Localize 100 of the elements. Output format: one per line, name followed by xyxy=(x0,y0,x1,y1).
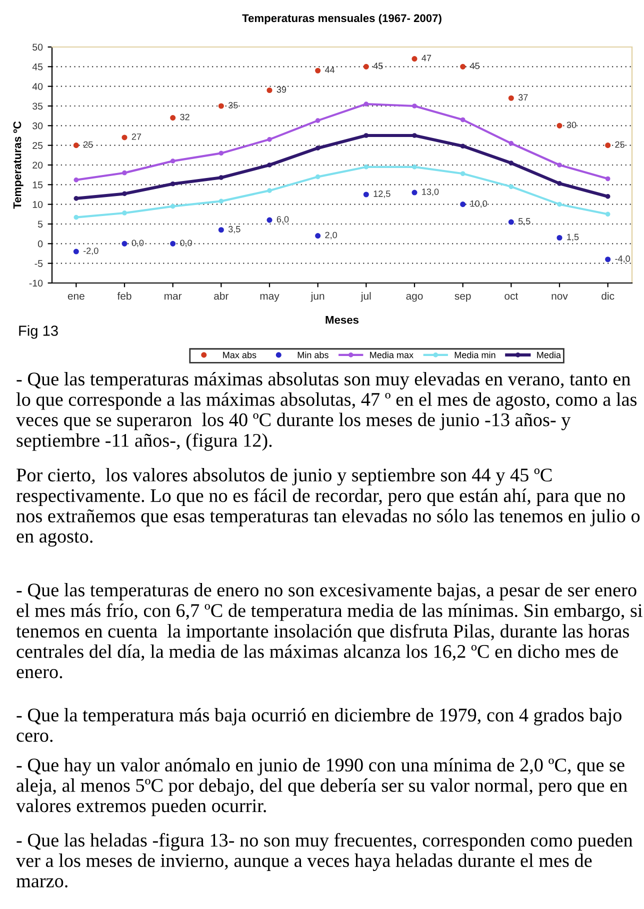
point xyxy=(170,181,176,186)
point xyxy=(412,56,418,62)
data-label: 2,0 xyxy=(325,232,337,240)
text: - Que hay un valor anómalo en junio de 1990 con una mínima de 2,0 ºC, que se aleja, al menos 5ºC por debajo, del que debería ser su valor normal, pero que en valores extremos pueden ocurrir. xyxy=(16,758,628,816)
point xyxy=(74,214,79,220)
data-label: 25 xyxy=(615,141,624,148)
point xyxy=(122,134,128,140)
point xyxy=(460,64,466,70)
data-label: 27 xyxy=(132,133,142,140)
point xyxy=(556,122,562,128)
text: - Que la temperatura más baja ocurrió en diciembre de 1979, con 4 grados bajo cero. xyxy=(16,708,622,742)
point xyxy=(267,162,272,168)
y-tick-label: 40 xyxy=(32,83,43,90)
point xyxy=(508,95,514,101)
data-label: 0,0 xyxy=(180,240,192,248)
point xyxy=(218,150,224,156)
x-tick-label: ago xyxy=(406,294,423,302)
point xyxy=(122,191,127,196)
point xyxy=(557,162,562,168)
data-label: 6,0 xyxy=(276,216,289,224)
point xyxy=(556,234,562,241)
data-label: 13,0 xyxy=(422,188,439,196)
point xyxy=(605,194,610,199)
x-tick-label: jul xyxy=(360,292,371,302)
data-label: 25 xyxy=(84,141,93,148)
point xyxy=(605,142,611,148)
data-label: 5,5 xyxy=(518,218,530,226)
data-label: 47 xyxy=(422,54,432,62)
point xyxy=(73,142,79,148)
point xyxy=(460,117,466,122)
text: - Que las heladas -figura 13- no son muy frecuentes, corresponden como pueden ver a los meses de invierno, aunque a veces haya heladas durante el mes de marzo. xyxy=(16,833,633,888)
chart-title: Temperaturas mensuales (1967- 2007) xyxy=(242,14,442,24)
data-label: 45 xyxy=(373,62,383,70)
y-tick-label: -5 xyxy=(34,260,43,267)
y-tick-label: 30 xyxy=(32,122,43,130)
data-label: 39 xyxy=(276,86,286,93)
y-tick-label: 50 xyxy=(32,44,43,51)
point xyxy=(605,176,610,182)
point xyxy=(218,175,224,180)
data-label: 45 xyxy=(470,62,480,70)
x-tick-label: dic xyxy=(602,292,614,300)
data-label: 30 xyxy=(566,122,576,128)
y-axis-title: Temperaturas ºC xyxy=(13,121,24,209)
point xyxy=(74,178,79,182)
point xyxy=(508,160,514,166)
point xyxy=(460,171,466,176)
text: - Que las temperaturas de enero no son excesivamente bajas, a pesar de ser enero el mes más frío, con 6,7 ºC de temperatura media de las mínimas. Sin embargo, si tenemos en cuenta la importante insolación que disfruta Pilas, durante las horas centrales del día, la media de las máximas alcanza los 16,2 ºC en dicho mes de enero. xyxy=(16,583,642,678)
point xyxy=(412,104,417,108)
y-tick-label: 20 xyxy=(32,162,43,169)
point xyxy=(315,146,320,151)
point xyxy=(122,240,128,246)
data-label: 1,5 xyxy=(567,234,579,242)
x-tick-label: mar xyxy=(164,294,182,300)
data-label: 37 xyxy=(518,94,528,101)
point xyxy=(315,118,320,123)
point xyxy=(266,87,272,94)
point xyxy=(218,227,224,233)
x-tick-label: nov xyxy=(552,294,568,300)
y-tick-label: 10 xyxy=(32,201,43,208)
x-tick-label: jun xyxy=(310,292,324,302)
legend-label: Min abs xyxy=(298,352,328,358)
point xyxy=(170,204,176,209)
data-label: 3,5 xyxy=(228,226,240,234)
y-tick-label: 25 xyxy=(32,142,43,149)
point xyxy=(364,102,369,106)
x-tick-label: abr xyxy=(214,292,229,300)
point xyxy=(267,137,272,142)
y-tick-label: 0 xyxy=(38,240,43,248)
data-label: 12,5 xyxy=(374,190,390,198)
point xyxy=(267,188,272,193)
point xyxy=(605,256,611,262)
point xyxy=(363,192,369,198)
x-tick-label: feb xyxy=(117,292,132,300)
data-label: 10,0 xyxy=(470,200,487,208)
point xyxy=(412,190,418,196)
point xyxy=(74,196,79,201)
point xyxy=(460,144,466,149)
point xyxy=(315,174,320,180)
data-label: -2,0 xyxy=(84,248,98,256)
data-label: 32 xyxy=(180,114,190,120)
point xyxy=(557,181,562,186)
point xyxy=(508,184,514,190)
x-tick-label: may xyxy=(260,294,280,302)
legend-label: Media xyxy=(537,352,561,358)
point xyxy=(73,248,79,254)
x-tick-label: ene xyxy=(68,294,84,300)
point xyxy=(508,140,514,146)
point xyxy=(170,158,176,164)
x-axis-title: Meses xyxy=(326,316,359,324)
data-label: 44 xyxy=(324,66,335,73)
point xyxy=(266,217,272,223)
point xyxy=(605,212,610,217)
point xyxy=(557,202,562,207)
point xyxy=(122,170,127,176)
text: Por cierto, los valores absolutos de junio y septiembre son 44 y 45 ºC respectivamente. Lo que no es fácil de recordar, pero que están ahí, para que no nos extrañemos que esas temperaturas tan elevadas no sólo las tenemos en julio o en agosto. xyxy=(16,468,640,547)
x-tick-label: oct xyxy=(504,292,518,300)
caption: Fig 13 xyxy=(19,325,58,339)
point xyxy=(122,210,127,216)
y-tick-label: 45 xyxy=(32,64,43,70)
point xyxy=(315,233,321,239)
